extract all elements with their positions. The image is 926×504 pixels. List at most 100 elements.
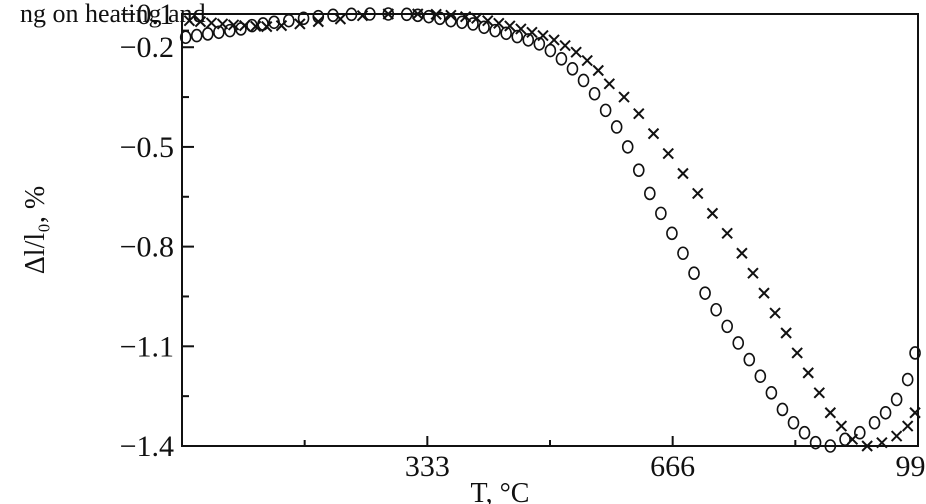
cross-point	[459, 10, 472, 23]
cross-point	[876, 436, 888, 449]
circle-point	[577, 73, 590, 88]
circle-point	[699, 286, 711, 300]
circle-point	[201, 27, 214, 41]
cross-point	[706, 207, 719, 220]
circle-point	[478, 20, 490, 35]
cross-point	[769, 307, 781, 319]
circle-point	[400, 7, 413, 22]
y-tick-label: −1.4	[120, 430, 174, 463]
circle-point	[787, 415, 800, 430]
y-tick-label: −1.1	[120, 330, 174, 363]
cross-point	[493, 17, 505, 30]
cross-point	[537, 29, 549, 42]
y-tick-label: −0.2	[120, 31, 174, 64]
cross-point	[216, 18, 229, 30]
circle-point	[456, 15, 468, 30]
cross-point	[747, 267, 759, 279]
cross-point	[504, 20, 516, 32]
circle-point	[754, 369, 767, 384]
cross-point	[238, 19, 251, 32]
cross-point	[581, 54, 593, 67]
cross-point	[356, 9, 369, 22]
circle-point	[732, 336, 745, 350]
circle-point	[839, 432, 851, 447]
circle-point	[544, 43, 557, 58]
circle-point	[901, 372, 914, 387]
y-tick-label: −0.5	[120, 131, 174, 164]
cross-point	[909, 407, 921, 419]
cross-point	[861, 440, 873, 452]
circle-point	[809, 435, 822, 450]
y-axis: −0.1−0.2 −0.5 −0.8 −1.1 −1.4	[120, 0, 194, 463]
circle-point	[798, 425, 811, 440]
cross-point	[813, 387, 825, 399]
circle-point	[599, 103, 612, 118]
circle-point	[677, 246, 689, 261]
cross-point	[677, 167, 689, 180]
circle-point	[644, 186, 656, 201]
cross-point	[758, 287, 770, 299]
circle-point	[621, 140, 634, 154]
cross-point	[275, 19, 288, 32]
cross-point	[835, 420, 848, 432]
y-axis-title: Δl/l₀, %	[20, 186, 51, 274]
x-tick-label: 333	[405, 450, 450, 483]
data-series	[179, 7, 921, 453]
cross-point	[249, 20, 262, 33]
cross-point	[736, 247, 748, 259]
cross-point	[692, 187, 704, 200]
cross-point	[592, 64, 604, 77]
cross-point	[633, 107, 645, 120]
circle-point	[721, 319, 733, 334]
x-axis: 333 666 999	[303, 436, 926, 483]
cross-point	[482, 14, 494, 27]
circle-point	[382, 7, 395, 21]
x-axis-title: T, °C	[471, 478, 530, 504]
cross-point	[901, 420, 914, 432]
cross-point	[570, 46, 582, 58]
circle-point	[555, 52, 568, 66]
cross-point	[334, 13, 347, 25]
cross-point	[183, 14, 196, 27]
circle-point	[190, 28, 203, 43]
circle-point	[632, 163, 645, 177]
cross-point	[470, 12, 483, 25]
cross-point	[802, 367, 814, 379]
circle-point	[909, 346, 921, 360]
cross-point	[205, 17, 218, 29]
cross-point	[412, 8, 424, 20]
circle-point	[688, 266, 700, 281]
cross-point	[559, 39, 571, 52]
cross-point	[382, 8, 394, 20]
circle-point	[297, 11, 310, 26]
cross-point	[515, 23, 527, 35]
circle-point	[423, 9, 435, 24]
x-tick-label: 999	[896, 450, 926, 483]
series-cross	[183, 8, 921, 452]
circle-point	[588, 86, 601, 101]
circle-point	[224, 23, 236, 38]
cross-point	[548, 34, 560, 46]
cross-point	[294, 18, 306, 30]
cross-point	[312, 15, 325, 28]
cross-point	[824, 407, 837, 419]
cross-point	[791, 347, 803, 359]
circle-point	[824, 439, 837, 453]
cross-point	[261, 20, 273, 33]
circle-point	[868, 415, 881, 430]
cross-point	[618, 91, 630, 103]
circle-point	[522, 33, 535, 47]
plot-frame	[181, 13, 919, 447]
y-tick-label: −0.1	[120, 0, 174, 31]
circle-point	[765, 386, 778, 400]
circle-point	[610, 120, 623, 134]
y-tick-label: −0.8	[120, 231, 174, 264]
cross-point	[526, 26, 538, 38]
circle-point	[666, 226, 678, 241]
cross-point	[662, 147, 674, 160]
cross-point	[890, 430, 903, 442]
circle-point	[489, 23, 501, 38]
circle-point	[283, 13, 295, 28]
x-tick-label: 666	[650, 450, 695, 483]
